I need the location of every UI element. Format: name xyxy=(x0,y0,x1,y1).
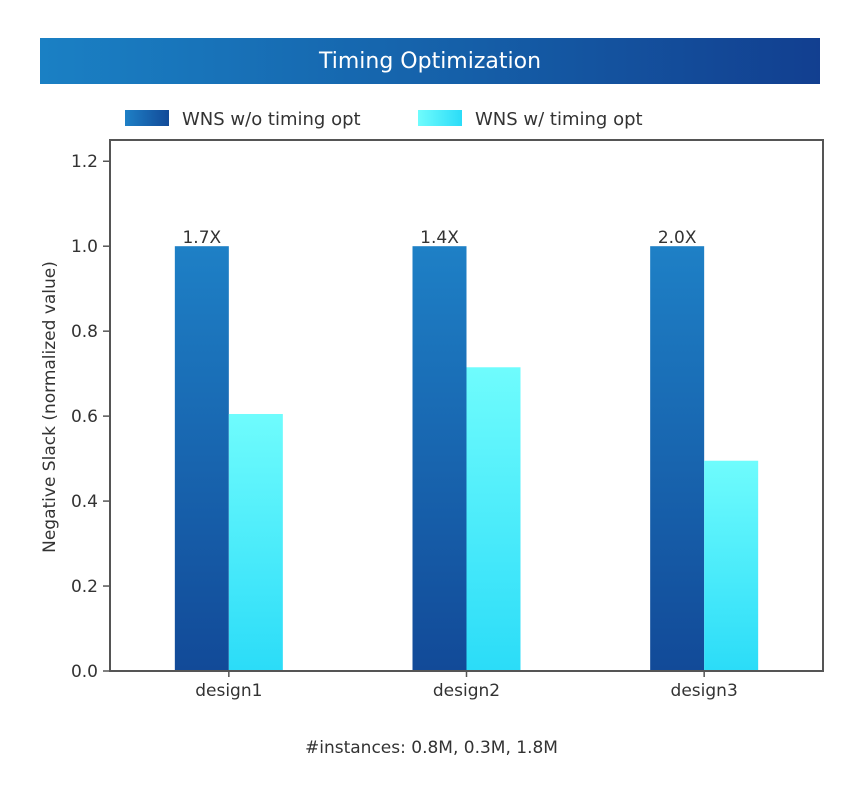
plot-frame xyxy=(109,139,824,672)
x-tick-label: design3 xyxy=(671,681,738,701)
y-axis: 0.0 0.2 0.4 0.6 0.8 1.0 1.2 xyxy=(71,152,110,682)
bar-wns-with-opt xyxy=(466,367,521,671)
speedup-annotation: 2.0X xyxy=(658,228,697,248)
legend-swatch-with-opt xyxy=(418,110,462,126)
y-tick-label: 0.2 xyxy=(71,577,98,597)
speedup-annotation: 1.7X xyxy=(182,228,221,248)
bar-wns-without-opt xyxy=(412,246,467,671)
y-tick-label: 0.8 xyxy=(71,322,98,342)
bar-wns-with-opt xyxy=(228,413,283,671)
y-tick-label: 1.0 xyxy=(71,237,98,257)
x-tick-label: design2 xyxy=(433,681,500,701)
legend-label-without-opt: WNS w/o timing opt xyxy=(182,109,361,130)
y-tick-label: 0.6 xyxy=(71,407,98,427)
x-tick-label: design1 xyxy=(195,681,262,701)
y-tick-label: 0.0 xyxy=(71,662,98,682)
bar-wns-with-opt xyxy=(704,460,759,671)
annotations: 1.7X 1.4X 2.0X xyxy=(182,228,696,248)
bar-wns-without-opt xyxy=(650,246,705,671)
y-axis-label: Negative Slack (normalized value) xyxy=(40,261,60,553)
chart-title: Timing Optimization xyxy=(318,48,542,74)
y-tick-label: 0.4 xyxy=(71,492,98,512)
legend-label-with-opt: WNS w/ timing opt xyxy=(475,109,643,130)
chart-title-bar: Timing Optimization xyxy=(40,38,820,84)
x-axis: design1 design2 design3 xyxy=(195,671,738,701)
legend: WNS w/o timing opt WNS w/ timing opt xyxy=(125,109,643,130)
footnote: #instances: 0.8M, 0.3M, 1.8M xyxy=(305,738,558,758)
legend-swatch-without-opt xyxy=(125,110,169,126)
speedup-annotation: 1.4X xyxy=(420,228,459,248)
bars xyxy=(174,246,759,671)
y-tick-label: 1.2 xyxy=(71,152,98,172)
bar-wns-without-opt xyxy=(174,246,229,671)
